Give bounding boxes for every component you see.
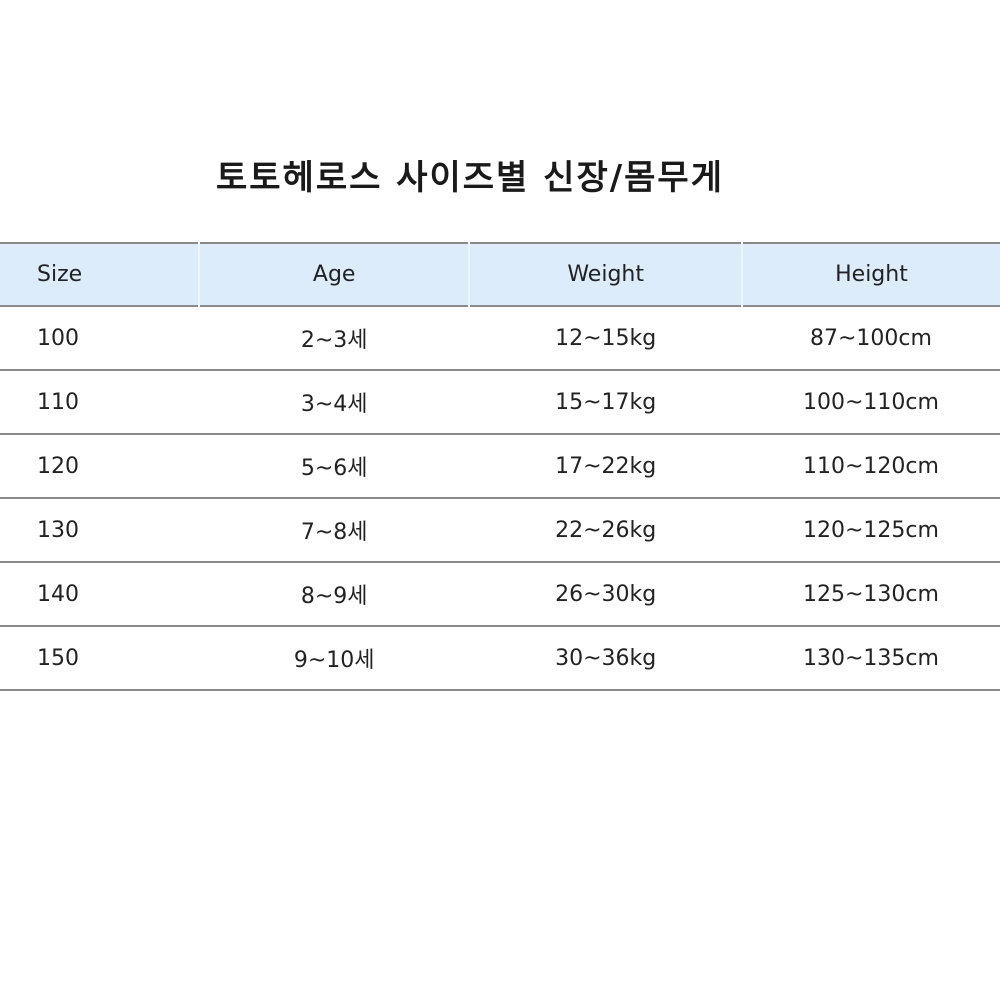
cell-size: 130 <box>37 517 79 543</box>
cell-size: 100 <box>37 325 79 351</box>
cell-weight: 15~17kg <box>555 389 657 415</box>
cell-size: 110 <box>37 389 79 415</box>
cell-height: 130~135cm <box>803 645 939 671</box>
header-row: Size Age Weight Height <box>0 243 1000 306</box>
table-row: 140 8~9세 26~30kg 125~130cm <box>0 562 1000 626</box>
cell-weight: 30~36kg <box>555 645 657 671</box>
cell-age: 7~8세 <box>300 520 368 545</box>
cell-weight: 12~15kg <box>555 325 657 351</box>
header-weight: Weight <box>468 243 742 306</box>
header-age: Age <box>198 243 470 306</box>
cell-height: 120~125cm <box>803 517 939 543</box>
header-height: Height <box>740 243 1000 306</box>
cell-size: 120 <box>37 453 79 479</box>
cell-age: 5~6세 <box>300 456 368 481</box>
cell-height: 125~130cm <box>803 581 939 607</box>
cell-height: 110~120cm <box>803 453 939 479</box>
header-size: Size <box>37 262 83 287</box>
cell-height: 87~100cm <box>810 325 932 351</box>
cell-weight: 22~26kg <box>555 517 657 543</box>
table-row: 100 2~3세 12~15kg 87~100cm <box>0 306 1000 370</box>
cell-weight: 17~22kg <box>555 453 657 479</box>
table-row: 130 7~8세 22~26kg 120~125cm <box>0 498 1000 562</box>
cell-height: 100~110cm <box>803 389 939 415</box>
cell-age: 9~10세 <box>293 648 375 673</box>
size-table: Size Age Weight Height 100 2~3세 12~15kg 87~… <box>0 242 1000 691</box>
table-row: 150 9~10세 30~36kg 130~135cm <box>0 626 1000 690</box>
table-row: 120 5~6세 17~22kg 110~120cm <box>0 434 1000 498</box>
cell-age: 2~3세 <box>300 328 368 353</box>
cell-size: 140 <box>37 581 79 607</box>
cell-size: 150 <box>37 645 79 671</box>
cell-weight: 26~30kg <box>555 581 657 607</box>
cell-age: 8~9세 <box>300 584 368 609</box>
cell-age: 3~4세 <box>300 392 368 417</box>
table-row: 110 3~4세 15~17kg 100~110cm <box>0 370 1000 434</box>
page-title: 토토헤로스 사이즈별 신장/몸무게 <box>215 158 724 198</box>
